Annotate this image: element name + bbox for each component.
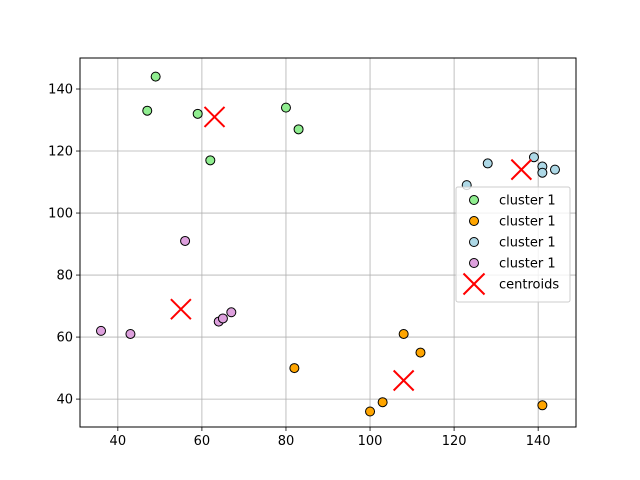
legend-marker (469, 237, 479, 247)
legend-marker (469, 258, 479, 268)
data-point (377, 397, 388, 408)
data-point (365, 406, 376, 417)
legend-label: cluster 1 (499, 257, 556, 272)
legend-marker (469, 195, 479, 205)
data-point (293, 124, 304, 135)
legend-label: cluster 1 (499, 236, 556, 251)
y-tick-label: 100 (48, 207, 73, 222)
legend-label: cluster 1 (499, 215, 556, 230)
data-point (150, 71, 161, 82)
centroid-stroke (203, 106, 226, 128)
y-tick-label: 120 (48, 145, 73, 160)
data-point (482, 158, 493, 169)
data-point (226, 307, 237, 318)
x-tick-label: 140 (526, 434, 551, 449)
legend: cluster 1 cluster 1 cluster 1 cluster 1 cent… (455, 186, 571, 303)
legend-marker (462, 272, 486, 296)
data-point (528, 152, 539, 163)
y-tick-label: 140 (48, 83, 73, 98)
legend-box (455, 186, 571, 303)
data-point (205, 155, 216, 166)
data-point (96, 325, 107, 336)
x-tick-label: 100 (358, 434, 383, 449)
data-point (549, 164, 560, 175)
data-point (142, 105, 153, 116)
centroid-marker (170, 298, 192, 320)
x-tick-label: 80 (278, 434, 295, 449)
y-tick-label: 40 (56, 393, 73, 408)
data-point (398, 328, 409, 339)
legend-marker (469, 216, 479, 226)
legend-label: centroids (499, 278, 559, 293)
data-point (125, 328, 136, 339)
y-tick-label: 60 (56, 331, 73, 346)
axis-ticks: 40 60 80 100 120 140 40 60 80 100 120 140 (48, 83, 550, 449)
data-point (180, 235, 191, 246)
centroid-stroke (170, 298, 192, 320)
centroid-marker (203, 106, 226, 128)
centroid-stroke (392, 369, 415, 392)
centroid-stroke (510, 158, 533, 181)
data-point (289, 363, 300, 374)
data-point (217, 313, 228, 324)
centroid-stroke (462, 272, 486, 296)
plot-frame (79, 57, 577, 428)
data-points (96, 71, 560, 417)
x-tick-label: 120 (442, 434, 467, 449)
x-tick-label: 40 (110, 434, 127, 449)
centroid-marker (510, 158, 533, 181)
data-point (537, 167, 548, 178)
x-tick-label: 60 (194, 434, 211, 449)
data-point (415, 347, 426, 358)
y-tick-label: 80 (56, 269, 73, 284)
data-point (537, 400, 548, 411)
data-point (280, 102, 291, 113)
legend-label: cluster 1 (499, 194, 556, 209)
centroid-marker (392, 369, 415, 392)
data-point (192, 108, 203, 119)
